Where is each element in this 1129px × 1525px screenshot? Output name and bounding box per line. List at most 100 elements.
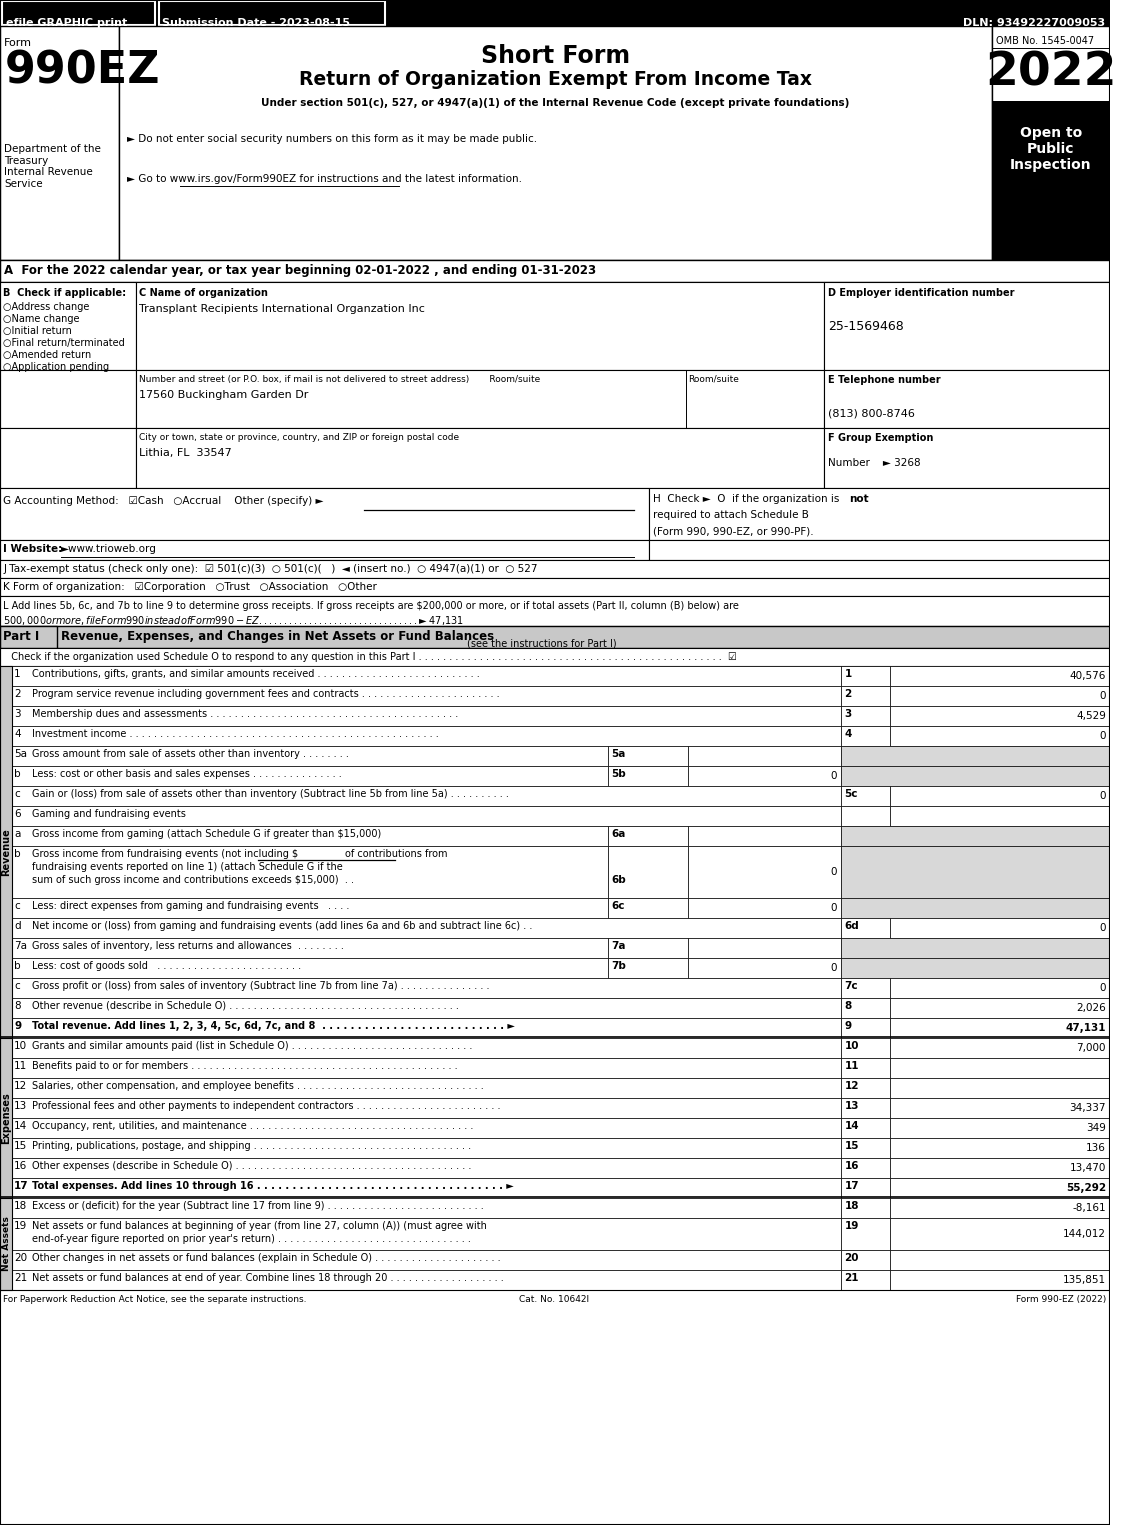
- Text: (see the instructions for Part I): (see the instructions for Part I): [467, 639, 616, 650]
- Bar: [992, 26, 1110, 259]
- Bar: [120, 26, 992, 259]
- Bar: [689, 898, 840, 918]
- Bar: [890, 1270, 1110, 1290]
- Text: 0: 0: [1100, 923, 1105, 933]
- Text: 0: 0: [1100, 791, 1105, 801]
- Bar: [12, 918, 840, 938]
- Bar: [689, 766, 840, 785]
- Text: a: a: [14, 830, 20, 839]
- Text: 144,012: 144,012: [1062, 1229, 1105, 1238]
- Text: 47,131: 47,131: [1066, 1023, 1105, 1032]
- Text: 17560 Buckingham Garden Dr: 17560 Buckingham Garden Dr: [139, 390, 308, 400]
- Text: 6a: 6a: [612, 830, 625, 839]
- Text: 0: 0: [830, 772, 837, 781]
- Text: Part I: Part I: [3, 630, 40, 644]
- Bar: [135, 282, 824, 371]
- Text: Number    ► 3268: Number ► 3268: [828, 458, 920, 468]
- Text: 7,000: 7,000: [1076, 1043, 1105, 1052]
- Text: 6b: 6b: [612, 875, 627, 884]
- Text: (Form 990, 990-EZ, or 990-PF).: (Form 990, 990-EZ, or 990-PF).: [653, 526, 814, 535]
- Text: (813) 800-8746: (813) 800-8746: [828, 409, 914, 418]
- Bar: [12, 726, 840, 746]
- Text: 3: 3: [14, 709, 20, 718]
- Bar: [840, 978, 890, 997]
- Text: $500,000 or more, file Form 990 instead of Form 990-EZ . . . . . . . . . . . . .: $500,000 or more, file Form 990 instead …: [3, 615, 464, 627]
- Text: 19: 19: [14, 1222, 27, 1231]
- Bar: [840, 1138, 890, 1157]
- Bar: [12, 807, 840, 827]
- Text: ► Go to www.irs.gov/Form990EZ for instructions and the latest information.: ► Go to www.irs.gov/Form990EZ for instru…: [128, 174, 522, 185]
- Bar: [0, 26, 120, 259]
- Text: Other changes in net assets or fund balances (explain in Schedule O) . . . . . .: Other changes in net assets or fund bala…: [32, 1254, 500, 1263]
- Text: Room/suite: Room/suite: [689, 375, 739, 384]
- Bar: [12, 938, 607, 958]
- Text: 349: 349: [1086, 1122, 1105, 1133]
- Bar: [0, 1039, 12, 1199]
- Text: Other revenue (describe in Schedule O) . . . . . . . . . . . . . . . . . . . . .: Other revenue (describe in Schedule O) .…: [32, 1000, 458, 1011]
- Text: Expenses: Expenses: [1, 1092, 11, 1144]
- Text: 10: 10: [14, 1042, 27, 1051]
- Text: 34,337: 34,337: [1069, 1103, 1105, 1113]
- Bar: [0, 578, 1110, 596]
- Bar: [890, 1118, 1110, 1138]
- Bar: [12, 1270, 840, 1290]
- Text: E Telephone number: E Telephone number: [828, 375, 940, 384]
- Bar: [890, 666, 1110, 686]
- Text: 14: 14: [14, 1121, 27, 1132]
- Bar: [840, 1218, 890, 1250]
- Bar: [12, 1138, 840, 1157]
- Text: Investment income . . . . . . . . . . . . . . . . . . . . . . . . . . . . . . . : Investment income . . . . . . . . . . . …: [32, 729, 438, 740]
- Bar: [607, 958, 689, 978]
- Text: b: b: [14, 961, 20, 971]
- Text: ○Final return/terminated: ○Final return/terminated: [3, 339, 125, 348]
- Bar: [12, 766, 607, 785]
- Text: ○Address change: ○Address change: [3, 302, 89, 313]
- Bar: [840, 1039, 890, 1058]
- Text: Occupancy, rent, utilities, and maintenance . . . . . . . . . . . . . . . . . . : Occupancy, rent, utilities, and maintena…: [32, 1121, 473, 1132]
- Text: not: not: [849, 494, 869, 503]
- Bar: [890, 706, 1110, 726]
- Bar: [840, 1078, 890, 1098]
- Bar: [0, 1199, 12, 1290]
- Text: b: b: [14, 769, 20, 779]
- Text: DLN: 93492227009053: DLN: 93492227009053: [963, 18, 1105, 27]
- Bar: [607, 827, 689, 846]
- Text: 990EZ: 990EZ: [5, 50, 160, 93]
- Bar: [689, 746, 840, 766]
- Text: 9: 9: [844, 1022, 851, 1031]
- Text: G Accounting Method:   ☑Cash   ○Accrual    Other (specify) ►: G Accounting Method: ☑Cash ○Accrual Othe…: [3, 496, 324, 506]
- Text: 5b: 5b: [612, 769, 627, 779]
- Bar: [840, 1019, 890, 1039]
- Text: 135,851: 135,851: [1062, 1275, 1105, 1286]
- Text: Number and street (or P.O. box, if mail is not delivered to street address)     : Number and street (or P.O. box, if mail …: [139, 375, 540, 384]
- Text: Check if the organization used Schedule O to respond to any question in this Par: Check if the organization used Schedule …: [6, 653, 737, 662]
- Text: 6: 6: [14, 808, 20, 819]
- Text: 136: 136: [1086, 1144, 1105, 1153]
- Bar: [890, 1177, 1110, 1199]
- Text: 6c: 6c: [612, 901, 625, 910]
- Bar: [0, 0, 1110, 26]
- Text: 16: 16: [14, 1161, 27, 1171]
- Text: 15: 15: [14, 1141, 27, 1151]
- Bar: [0, 429, 135, 488]
- Bar: [890, 1058, 1110, 1078]
- Text: 8: 8: [14, 1000, 20, 1011]
- Text: L Add lines 5b, 6c, and 7b to line 9 to determine gross receipts. If gross recei: L Add lines 5b, 6c, and 7b to line 9 to …: [3, 601, 739, 612]
- Bar: [992, 101, 1110, 259]
- Bar: [840, 1098, 890, 1118]
- Bar: [840, 706, 890, 726]
- Text: Less: cost or other basis and sales expenses . . . . . . . . . . . . . . .: Less: cost or other basis and sales expe…: [32, 769, 342, 779]
- Text: 4,529: 4,529: [1076, 711, 1105, 721]
- Text: Gross sales of inventory, less returns and allowances  . . . . . . . .: Gross sales of inventory, less returns a…: [32, 941, 343, 952]
- Bar: [689, 846, 840, 898]
- Bar: [840, 766, 1110, 785]
- Text: F Group Exemption: F Group Exemption: [828, 433, 933, 442]
- Text: 25-1569468: 25-1569468: [828, 320, 903, 332]
- Text: 12: 12: [14, 1081, 27, 1090]
- Bar: [890, 726, 1110, 746]
- Text: 40,576: 40,576: [1069, 671, 1105, 682]
- Text: 14: 14: [844, 1121, 859, 1132]
- Bar: [890, 918, 1110, 938]
- Text: 15: 15: [844, 1141, 859, 1151]
- Text: 21: 21: [844, 1273, 859, 1283]
